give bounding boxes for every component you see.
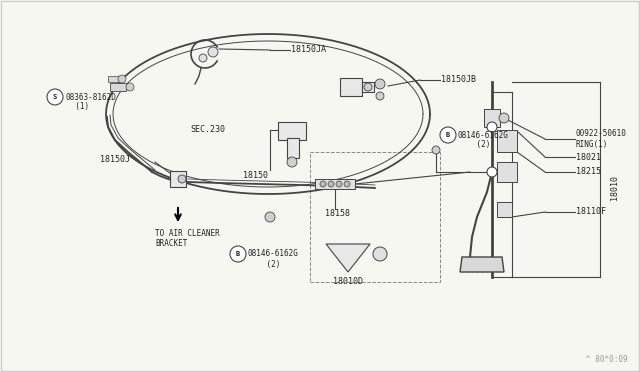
Text: RING(1): RING(1) <box>576 140 609 148</box>
Bar <box>340 78 362 96</box>
Text: 18010D: 18010D <box>333 278 363 286</box>
Text: 18021: 18021 <box>576 153 601 161</box>
Text: S: S <box>53 94 57 100</box>
Text: 18150JA: 18150JA <box>291 45 326 55</box>
Text: 18010: 18010 <box>611 174 620 199</box>
Circle shape <box>126 83 134 91</box>
Bar <box>170 171 186 187</box>
Bar <box>278 122 306 140</box>
Circle shape <box>432 146 440 154</box>
Circle shape <box>199 54 207 62</box>
Circle shape <box>336 181 342 187</box>
Bar <box>310 152 440 282</box>
Circle shape <box>487 167 497 177</box>
Circle shape <box>178 175 186 183</box>
Bar <box>497 130 517 152</box>
Circle shape <box>320 181 326 187</box>
Bar <box>110 83 126 91</box>
Circle shape <box>208 47 218 57</box>
Text: 18150: 18150 <box>243 170 268 180</box>
Text: 18110F: 18110F <box>576 208 606 217</box>
Polygon shape <box>460 257 504 272</box>
Text: 08146-6162G: 08146-6162G <box>458 131 509 140</box>
Circle shape <box>287 157 297 167</box>
Circle shape <box>364 83 372 91</box>
Circle shape <box>328 181 334 187</box>
Text: B: B <box>236 251 240 257</box>
Circle shape <box>375 79 385 89</box>
Bar <box>362 82 374 92</box>
Circle shape <box>265 212 275 222</box>
Circle shape <box>344 181 350 187</box>
Circle shape <box>118 75 126 83</box>
Bar <box>108 76 122 82</box>
Bar <box>497 162 517 182</box>
Text: SEC.230: SEC.230 <box>190 125 225 135</box>
Circle shape <box>440 127 456 143</box>
Circle shape <box>499 113 509 123</box>
Text: 00922-50610: 00922-50610 <box>576 129 627 138</box>
Circle shape <box>376 92 384 100</box>
Circle shape <box>373 247 387 261</box>
Circle shape <box>230 246 246 262</box>
Text: ^ 80*0:09: ^ 80*0:09 <box>586 355 628 364</box>
Bar <box>287 138 299 158</box>
Text: B: B <box>446 132 450 138</box>
Text: 18158: 18158 <box>325 209 350 218</box>
Text: (2): (2) <box>248 260 280 269</box>
Text: 18150JB: 18150JB <box>441 76 476 84</box>
Text: 18150J: 18150J <box>100 155 130 164</box>
Text: 08146-6162G: 08146-6162G <box>248 250 299 259</box>
Text: BRACKET: BRACKET <box>155 240 188 248</box>
Circle shape <box>487 122 497 132</box>
Polygon shape <box>326 244 370 272</box>
Text: (1): (1) <box>66 103 89 112</box>
Bar <box>315 179 355 189</box>
Circle shape <box>47 89 63 105</box>
Text: 18215: 18215 <box>576 167 601 176</box>
Text: TO AIR CLEANER: TO AIR CLEANER <box>155 230 220 238</box>
Text: (2): (2) <box>458 141 490 150</box>
Bar <box>484 109 500 127</box>
Text: 08363-8162D: 08363-8162D <box>66 93 117 102</box>
Bar <box>497 202 512 217</box>
